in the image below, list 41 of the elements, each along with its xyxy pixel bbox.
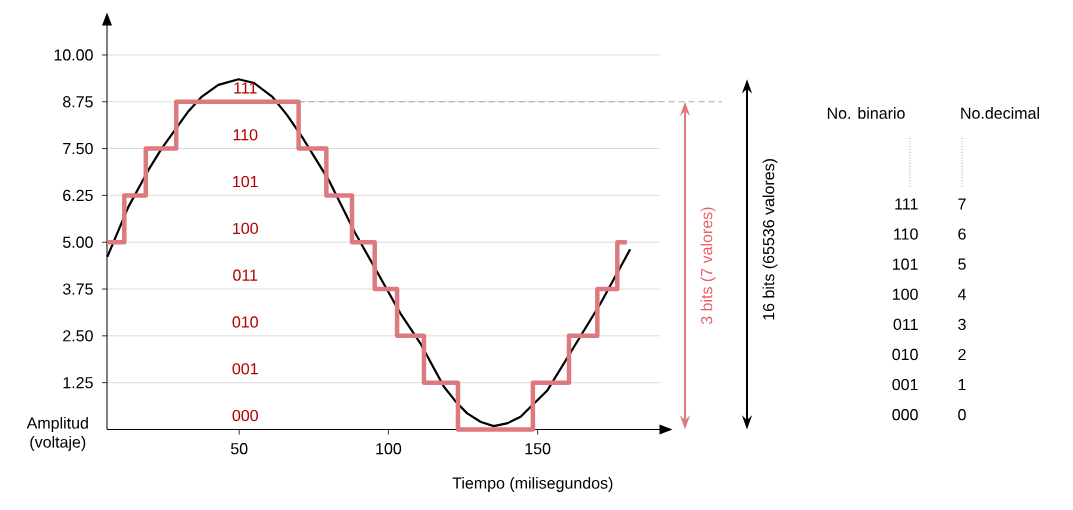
text: No. binario xyxy=(827,107,905,119)
y-tick-label: 6.25 xyxy=(63,189,93,202)
annotation: 001 xyxy=(232,363,258,375)
text: 2 xyxy=(958,348,966,361)
text: 011 xyxy=(893,318,918,331)
annotation: 100 xyxy=(233,222,258,235)
annotation: 011 xyxy=(233,269,258,281)
annotation: 101 xyxy=(233,175,258,188)
y-tick-label: 8.75 xyxy=(63,96,93,108)
text: 7 xyxy=(958,198,966,210)
text: 001 xyxy=(892,378,918,391)
x-tick-label: 100 xyxy=(376,443,402,455)
text: 6 xyxy=(958,228,966,240)
x-tick-label: 150 xyxy=(525,443,551,455)
text: 3 bits (7 valores) xyxy=(700,207,716,325)
text: 111 xyxy=(895,198,918,210)
y-tick-label: 3.75 xyxy=(62,283,93,295)
y-tick-label: 1.25 xyxy=(63,377,93,389)
text: 16 bits (65536 valores) xyxy=(762,159,778,320)
text: 000 xyxy=(892,409,918,421)
annotation: 010 xyxy=(232,316,258,328)
text: 0 xyxy=(958,409,966,421)
x-tick-label: 50 xyxy=(230,443,248,455)
annotation: 110 xyxy=(233,129,258,141)
text: 4 xyxy=(957,288,966,300)
y-tick-label: 5.00 xyxy=(62,236,93,248)
annotation: 000 xyxy=(232,409,258,422)
text: 5 xyxy=(958,258,966,270)
text: 010 xyxy=(892,348,918,361)
text: 101 xyxy=(893,258,918,270)
y-axis-title: Amplitud (voltaje) xyxy=(26,416,88,451)
y-tick-label: 7.50 xyxy=(63,142,93,155)
y-tick-label: 10.00 xyxy=(54,49,93,61)
x-axis-title: Tiempo (milisegundos) xyxy=(452,477,613,492)
text: 110 xyxy=(894,228,918,240)
text: 100 xyxy=(893,288,918,300)
annotation: 111 xyxy=(234,82,257,94)
y-tick-label: 2.50 xyxy=(63,330,93,342)
text: 1 xyxy=(958,379,966,391)
text: 3 xyxy=(958,318,966,331)
text: No.decimal xyxy=(961,107,1039,119)
